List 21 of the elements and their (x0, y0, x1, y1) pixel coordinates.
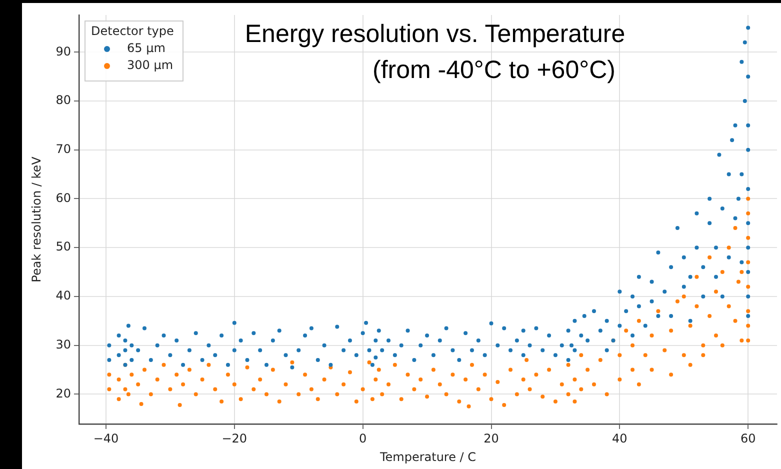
x-tick-label: 0 (359, 431, 367, 446)
x-axis-title: Temperature / C (378, 450, 476, 464)
y-tick-label: 70 (56, 142, 71, 156)
x-tick-label: 20 (484, 431, 499, 446)
y-tick-label: 50 (56, 240, 71, 254)
y-tick-label: 30 (56, 337, 71, 352)
y-tick-label: 40 (56, 288, 71, 303)
legend-title: Detector type (91, 24, 174, 38)
text: (from -40°C to +60°C) (372, 56, 616, 84)
legend-label: 65 μm (127, 41, 166, 56)
y-tick-label: 20 (56, 386, 71, 400)
y-tick-label: 80 (56, 93, 71, 108)
x-tick-label: 60 (740, 431, 756, 446)
chart-title: Energy resolution vs. Temperature (244, 20, 626, 48)
legend-label: 300 μm (127, 58, 174, 72)
x-tick-label: 40 (612, 431, 628, 446)
x-tick-label: −20 (222, 431, 248, 446)
y-tick-label: 90 (56, 44, 71, 58)
y-tick-label: 60 (56, 190, 71, 205)
y-axis-title: Peak resolution / keV (29, 156, 44, 282)
x-tick-label: −40 (93, 431, 119, 446)
